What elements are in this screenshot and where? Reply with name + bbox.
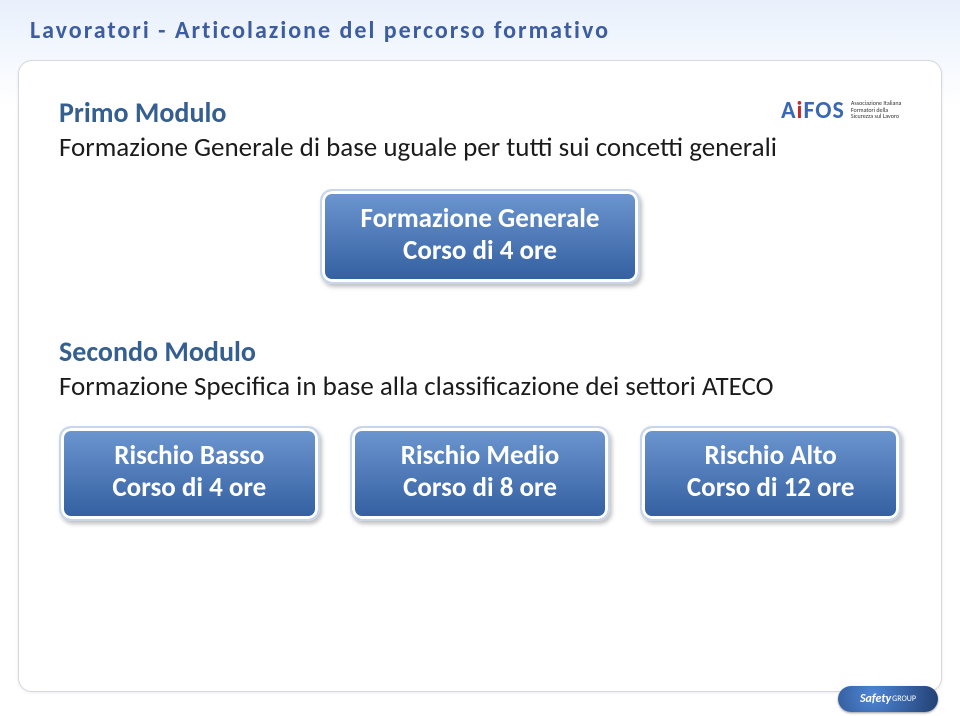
- pill-alto: Rischio Alto Corso di 12 ore: [640, 426, 901, 521]
- page-title: Lavoratori - Articolazione del percorso …: [30, 16, 610, 45]
- pill-medio: Rischio Medio Corso di 8 ore: [350, 426, 611, 521]
- section1-title: Primo Modulo: [59, 95, 901, 130]
- card: AiFOS Associazione Italiana Formatori de…: [18, 60, 942, 692]
- section2-title: Secondo Modulo: [59, 334, 901, 369]
- pill-main-line1: Formazione Generale: [344, 203, 616, 235]
- footer-logo-text1: Safety: [860, 692, 891, 706]
- pill-alto-line2: Corso di 12 ore: [664, 472, 877, 504]
- pill-alto-line1: Rischio Alto: [664, 440, 877, 472]
- aifos-logo: AiFOS Associazione Italiana Formatori de…: [781, 89, 911, 131]
- footer-logo-text2: GROUP: [892, 694, 916, 704]
- aifos-logo-text: AiFOS: [781, 96, 845, 125]
- safety-group-logo: Safety GROUP: [838, 686, 938, 712]
- pill-medio-line2: Corso di 8 ore: [374, 472, 587, 504]
- title-bar: Lavoratori - Articolazione del percorso …: [30, 10, 930, 50]
- section1-desc: Formazione Generale di base uguale per t…: [59, 132, 901, 163]
- pill-basso-line1: Rischio Basso: [83, 440, 296, 472]
- pill-medio-line1: Rischio Medio: [374, 440, 587, 472]
- pill-main-wrap: Formazione Generale Corso di 4 ore: [59, 189, 901, 284]
- section2-desc: Formazione Specifica in base alla classi…: [59, 371, 901, 402]
- aifos-logo-sub: Associazione Italiana Formatori della Si…: [851, 100, 911, 120]
- pill-row: Rischio Basso Corso di 4 ore Rischio Med…: [59, 426, 901, 521]
- pill-basso: Rischio Basso Corso di 4 ore: [59, 426, 320, 521]
- pill-main: Formazione Generale Corso di 4 ore: [320, 189, 640, 284]
- pill-main-line2: Corso di 4 ore: [344, 235, 616, 267]
- section1: Primo Modulo Formazione Generale di base…: [59, 95, 901, 163]
- slide: Lavoratori - Articolazione del percorso …: [0, 0, 960, 716]
- section2: Secondo Modulo Formazione Specifica in b…: [59, 334, 901, 402]
- pill-basso-line2: Corso di 4 ore: [83, 472, 296, 504]
